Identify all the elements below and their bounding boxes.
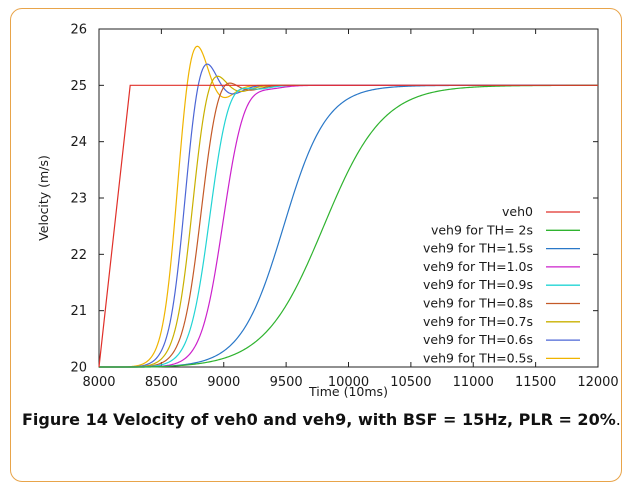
x-tick-label: 12000 — [577, 375, 618, 390]
legend-label: veh9 for TH=0.6s — [423, 332, 533, 347]
y-axis-title: Velocity (m/s) — [36, 155, 51, 241]
legend-label: veh9 for TH= 2s — [431, 222, 533, 237]
x-tick-label: 8000 — [82, 375, 115, 390]
x-tick-label: 10500 — [390, 375, 431, 390]
legend-label: veh0 — [502, 204, 533, 219]
x-tick-label: 9500 — [270, 375, 303, 390]
y-tick-label: 24 — [70, 135, 87, 150]
y-tick-label: 25 — [70, 79, 87, 94]
caption-end: . — [615, 410, 621, 429]
figure-caption: Figure 14 Velocity of veh0 and veh9, wit… — [22, 408, 622, 432]
legend-label: veh9 for TH=0.7s — [423, 314, 533, 329]
y-tick-label: 21 — [70, 304, 87, 319]
x-tick-label: 10000 — [328, 375, 369, 390]
x-tick-label: 11000 — [453, 375, 494, 390]
x-tick-label: 8500 — [145, 375, 178, 390]
caption-label: Figure 14 — [22, 410, 108, 429]
legend-label: veh9 for TH=0.9s — [423, 277, 533, 292]
x-tick-label: 11500 — [515, 375, 556, 390]
y-tick-label: 20 — [70, 361, 87, 376]
x-axis-title: Time (10ms) — [308, 384, 388, 399]
y-tick-label: 26 — [70, 23, 87, 38]
y-tick-label: 23 — [70, 192, 87, 207]
caption-text: Velocity of veh0 and veh9, with BSF = 15… — [112, 410, 616, 429]
velocity-chart: 8000 8500 9000 9500 10000 10500 11000 11500 1200… — [36, 23, 619, 400]
legend-label: veh9 for TH=1.5s — [423, 241, 533, 256]
legend-label: veh9 for TH=0.5s — [423, 350, 533, 365]
legend-label: veh9 for TH=1.0s — [423, 259, 533, 274]
series-line — [98, 84, 598, 368]
x-tick-label: 9000 — [207, 375, 240, 390]
y-tick-label: 22 — [70, 248, 87, 263]
legend-label: veh9 for TH=0.8s — [423, 296, 533, 311]
